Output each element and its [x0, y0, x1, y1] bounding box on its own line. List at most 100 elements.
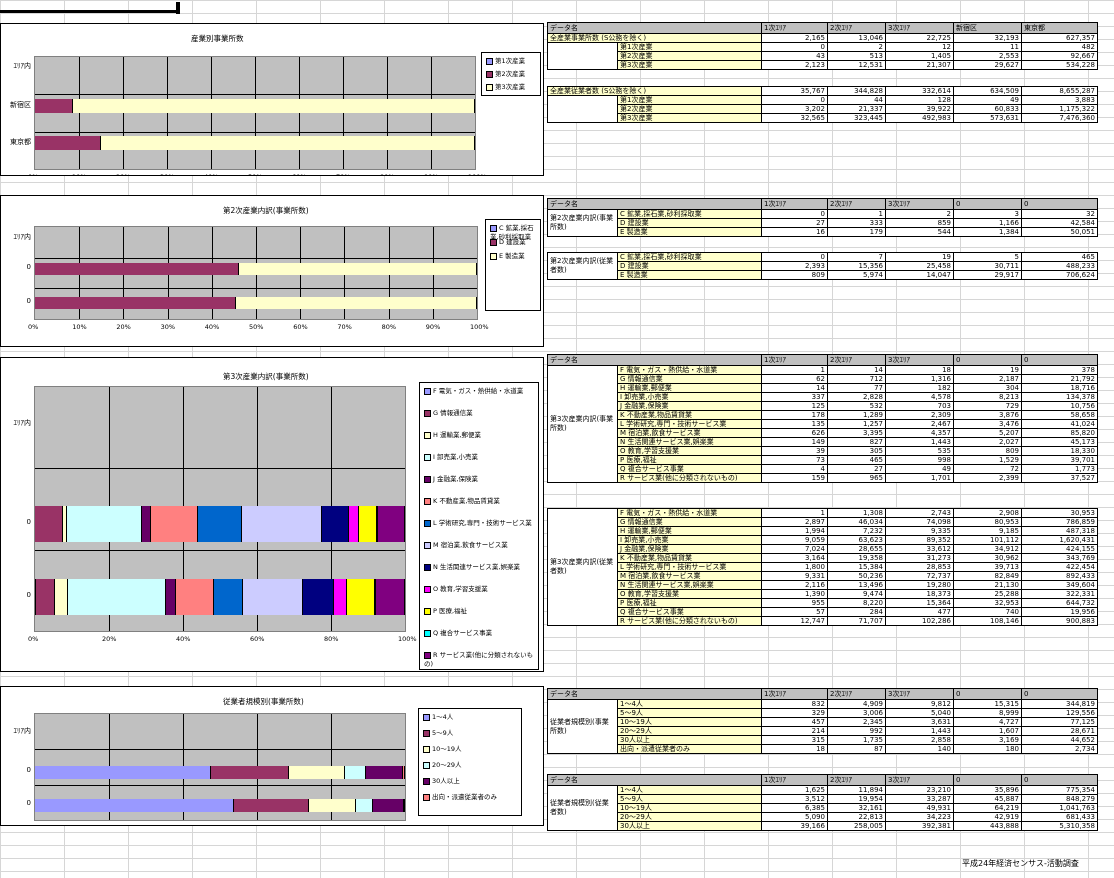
cell-value[interactable]: 1,390: [761, 589, 828, 599]
row-label[interactable]: J 金融業,保険業: [617, 401, 762, 411]
data-table[interactable]: データ名 1次ｴﾘｱ 2次ｴﾘｱ 3次ｴﾘｱ 0 0 第2次産業内訳(事業所数) C 鉱業,採…: [547, 198, 1098, 237]
cell-value[interactable]: 9,812: [885, 699, 954, 709]
cell-value[interactable]: 534,228: [1021, 60, 1098, 70]
bar-segment[interactable]: [175, 578, 215, 615]
cell-value[interactable]: 1,443: [885, 437, 954, 447]
cell-value[interactable]: 77,125: [1021, 717, 1098, 727]
bar-segment[interactable]: [241, 505, 323, 542]
cell-value[interactable]: 644,732: [1021, 598, 1098, 608]
cell-value[interactable]: 1,257: [827, 419, 886, 429]
bar-segment[interactable]: [197, 505, 242, 542]
cell-value[interactable]: 60,833: [953, 104, 1023, 114]
bar-segment[interactable]: [376, 578, 405, 615]
cell-value[interactable]: 2,399: [953, 473, 1022, 483]
cell-value[interactable]: 0: [761, 95, 829, 105]
row-label[interactable]: C 鉱業,採石業,砂利採取業: [617, 209, 762, 219]
bar-segment[interactable]: [358, 505, 377, 542]
row-label[interactable]: 第3次産業: [616, 113, 763, 123]
bar-segment[interactable]: [242, 578, 303, 615]
cell-value[interactable]: 3,883: [1021, 95, 1099, 105]
cell-value[interactable]: 809: [953, 446, 1022, 456]
row-label[interactable]: R サービス業(他に分類されないもの): [617, 616, 762, 626]
bar-segment[interactable]: [66, 505, 142, 542]
cell-value[interactable]: 12: [885, 42, 954, 52]
row-label[interactable]: 出向・派遣従業者のみ: [617, 744, 762, 754]
row-label[interactable]: I 卸売業,小売業: [617, 392, 762, 402]
cell-value[interactable]: 832: [761, 699, 828, 709]
cell-value[interactable]: 4,727: [953, 717, 1022, 727]
column-header[interactable]: データ名: [547, 774, 762, 786]
column-header[interactable]: 新宿区: [953, 22, 1022, 34]
cell-value[interactable]: 71,707: [827, 616, 886, 626]
cell-value[interactable]: 2,467: [885, 419, 954, 429]
cell-value[interactable]: 2,908: [953, 508, 1022, 518]
cell-value[interactable]: 25,288: [953, 589, 1022, 599]
row-label[interactable]: 1～4人: [617, 785, 762, 795]
row-label[interactable]: 5～9人: [617, 708, 762, 718]
cell-value[interactable]: 19: [953, 365, 1022, 375]
cell-value[interactable]: 29,627: [953, 60, 1022, 70]
cell-value[interactable]: 39,713: [953, 562, 1022, 572]
cell-value[interactable]: 72: [953, 464, 1022, 474]
cell-value[interactable]: 34,223: [885, 812, 954, 822]
cell-value[interactable]: 1,316: [885, 374, 954, 384]
cell-value[interactable]: 134,378: [1021, 392, 1098, 402]
cell-value[interactable]: 7: [827, 252, 886, 262]
bar-segment[interactable]: [402, 765, 405, 779]
cell-value[interactable]: 11,894: [827, 785, 886, 795]
column-header[interactable]: データ名: [547, 22, 762, 34]
cell-value[interactable]: 9,335: [885, 526, 954, 536]
bar-segment[interactable]: [403, 798, 405, 812]
row-label[interactable]: D 建設業: [617, 261, 762, 271]
column-header[interactable]: 0: [1021, 354, 1098, 366]
column-header[interactable]: 3次ｴﾘｱ: [885, 774, 954, 786]
cell-value[interactable]: 703: [885, 401, 954, 411]
cell-value[interactable]: 424,155: [1021, 544, 1098, 554]
cell-value[interactable]: 344,819: [1021, 699, 1098, 709]
bar-segment[interactable]: [35, 263, 239, 276]
cell-value[interactable]: 32,193: [953, 33, 1022, 43]
cell-value[interactable]: 465: [1021, 252, 1098, 262]
cell-value[interactable]: 809: [761, 270, 828, 280]
bar-segment[interactable]: [238, 263, 477, 276]
cell-value[interactable]: 49: [885, 464, 954, 474]
cell-value[interactable]: 32,953: [953, 598, 1022, 608]
cell-value[interactable]: 41,024: [1021, 419, 1098, 429]
row-label[interactable]: 第1次産業: [616, 95, 763, 105]
cell-value[interactable]: 9,474: [827, 589, 886, 599]
cell-value[interactable]: 535: [885, 446, 954, 456]
cell-value[interactable]: 1,384: [953, 227, 1022, 237]
bar-segment[interactable]: [35, 505, 63, 542]
row-label[interactable]: N 生活関連サービス業,娯楽業: [617, 580, 762, 590]
cell-value[interactable]: 63,623: [827, 535, 886, 545]
cell-value[interactable]: 1,308: [827, 508, 886, 518]
row-label[interactable]: N 生活関連サービス業,娯楽業: [617, 437, 762, 447]
cell-value[interactable]: 50,236: [827, 571, 886, 581]
row-label[interactable]: 第1次産業: [617, 42, 762, 52]
cell-value[interactable]: 178: [761, 410, 828, 420]
cell-value[interactable]: 2,116: [761, 580, 828, 590]
column-header[interactable]: 1次ｴﾘｱ: [761, 198, 828, 210]
cell-value[interactable]: 33,287: [885, 794, 954, 804]
cell-value[interactable]: 4,909: [827, 699, 886, 709]
cell-value[interactable]: 1,701: [885, 473, 954, 483]
bar-segment[interactable]: [348, 505, 359, 542]
cell-value[interactable]: 39,922: [885, 104, 955, 114]
cell-value[interactable]: 12,531: [827, 60, 886, 70]
bar-segment[interactable]: [72, 99, 475, 114]
cell-value[interactable]: 1,994: [761, 526, 828, 536]
cell-value[interactable]: 1,041,763: [1021, 803, 1098, 813]
cell-value[interactable]: 0: [761, 42, 828, 52]
cell-value[interactable]: 8,655,287: [1021, 86, 1099, 96]
column-header[interactable]: 2次ｴﾘｱ: [827, 198, 886, 210]
cell-value[interactable]: 1,773: [1021, 464, 1098, 474]
cell-value[interactable]: 532: [827, 401, 886, 411]
category-label[interactable]: 従業者規模別(従業者数): [547, 785, 618, 831]
cell-value[interactable]: 140: [885, 744, 954, 754]
cell-value[interactable]: 2,187: [953, 374, 1022, 384]
cell-value[interactable]: 1,443: [885, 726, 954, 736]
cell-value[interactable]: 135: [761, 419, 828, 429]
cell-value[interactable]: 13,046: [827, 33, 886, 43]
column-header[interactable]: 2次ｴﾘｱ: [827, 22, 886, 34]
cell-value[interactable]: 62: [761, 374, 828, 384]
